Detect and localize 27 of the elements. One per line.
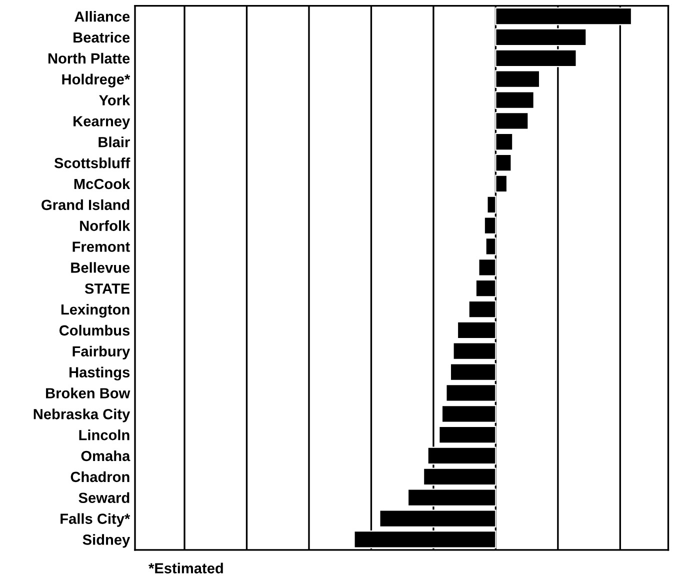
y-tick-label: Nebraska City — [34, 408, 130, 422]
y-tick-label: Seward — [78, 492, 130, 504]
y-tick-label: Lexington — [61, 304, 130, 318]
y-tick-label: North Platte — [48, 52, 130, 64]
y-tick-label: Alliance — [74, 11, 130, 22]
y-tick-label: Sidney — [82, 534, 130, 548]
y-tick-label: Lincoln — [79, 430, 130, 440]
y-tick-label: Bellevue — [71, 262, 130, 273]
y-tick-label: Omaha — [81, 450, 130, 462]
y-tick-label: Grand Island — [42, 199, 130, 210]
y-tick-label: Beatrice — [74, 32, 130, 43]
y-tick-label: Kearney — [74, 116, 130, 130]
y-tick-label: Falls City* — [60, 513, 130, 527]
y-tick-label: Scottsbluff — [54, 158, 130, 168]
text: *Estimated — [148, 562, 223, 574]
y-tick-label: York — [99, 94, 130, 106]
y-tick-label: Hastings — [70, 366, 130, 380]
y-tick-label: McCook — [74, 178, 130, 190]
y-tick-label: Chadron — [70, 471, 130, 482]
y-tick-label: Norfolk — [80, 220, 130, 231]
y-tick-label: Blair — [98, 136, 130, 148]
y-tick-label: Fairbury — [72, 346, 130, 360]
y-tick-label: Broken Bow — [46, 388, 130, 398]
y-tick-label: Fremont — [72, 242, 130, 252]
y-tick-label: Holdrege* — [62, 74, 130, 88]
y-tick-label: STATE — [84, 283, 130, 294]
y-tick-label: Columbus — [59, 324, 130, 336]
